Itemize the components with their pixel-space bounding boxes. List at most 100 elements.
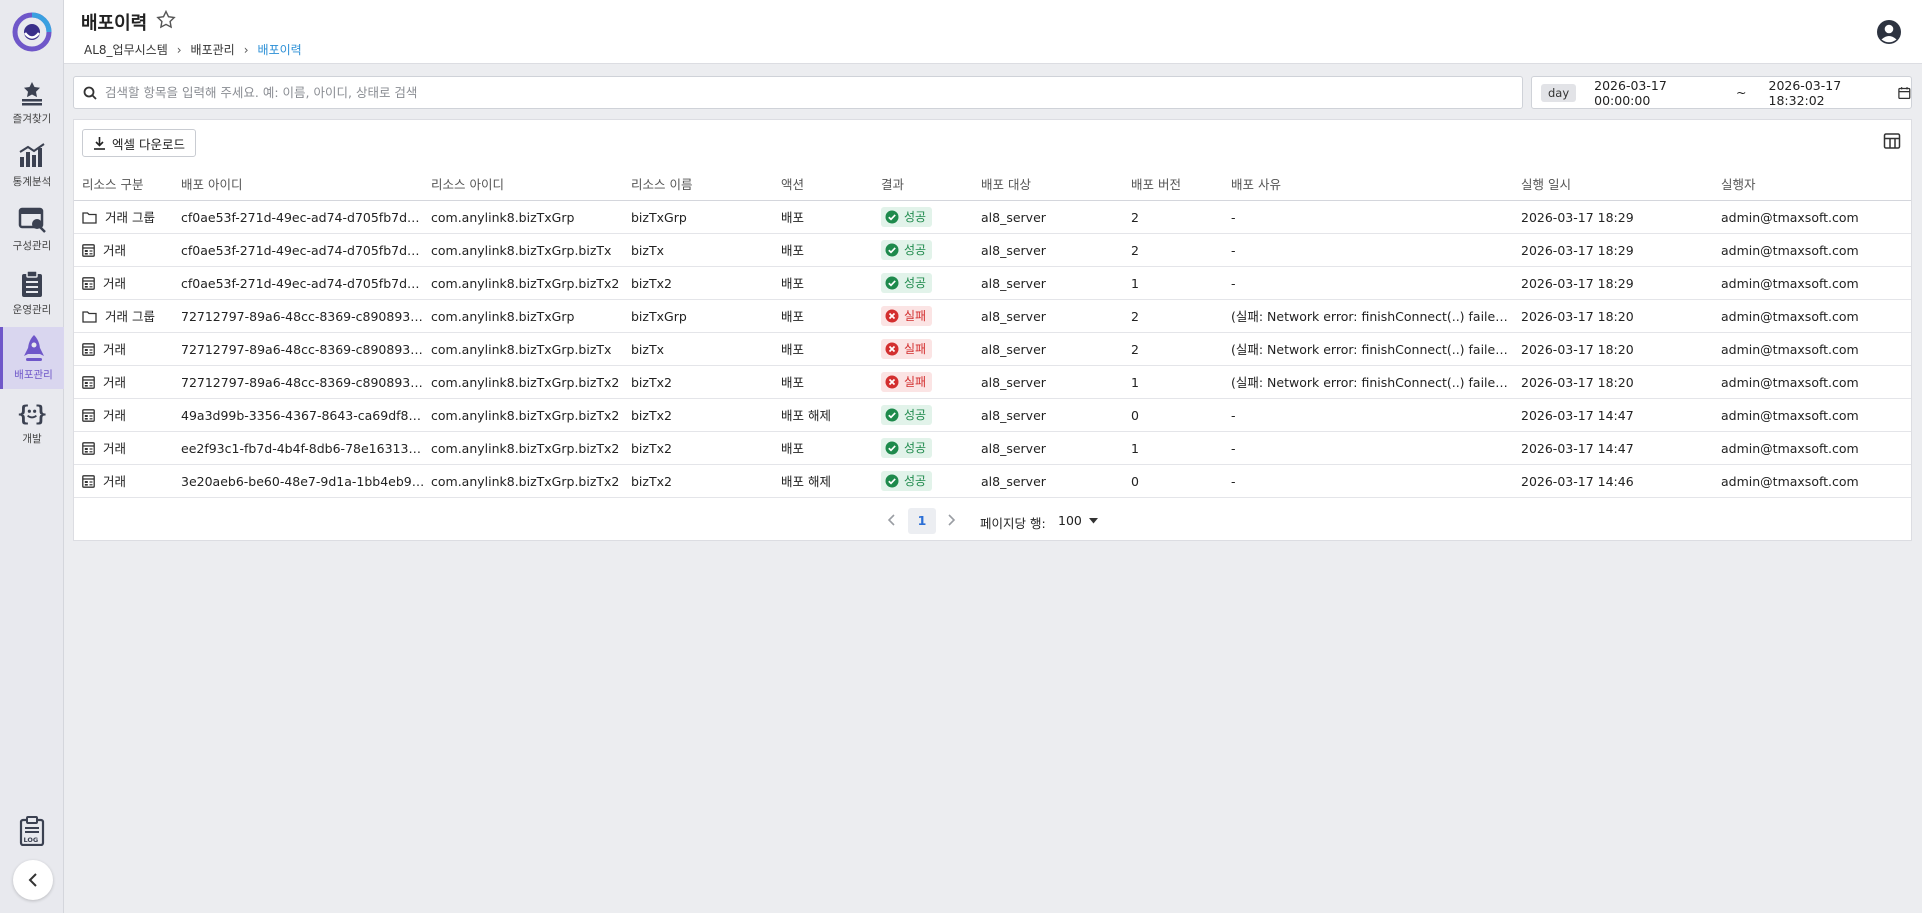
favorite-star-icon[interactable] — [156, 10, 176, 30]
check-circle-icon — [885, 276, 899, 290]
prev-page-icon[interactable] — [885, 513, 899, 527]
table-row[interactable]: 거래 49a3d99b-3356-4367-8643-ca69df8cd390 co… — [74, 399, 1911, 432]
table-row[interactable]: 거래 그룹 72712797-89a6-48cc-8369-c89089343b2… — [74, 300, 1911, 333]
target-cell: al8_server — [981, 375, 1046, 390]
target-cell: al8_server — [981, 309, 1046, 324]
target-cell: al8_server — [981, 441, 1046, 456]
result-text: 성공 — [904, 408, 927, 422]
date-unit-toggle[interactable]: day — [1541, 83, 1577, 102]
resource-name-cell: bizTx2 — [631, 276, 672, 291]
resource-name-cell: bizTxGrp — [631, 309, 687, 324]
result-badge: 성공 — [881, 471, 933, 491]
column-header[interactable]: 리소스 구분 — [82, 177, 144, 192]
target-cell: al8_server — [981, 243, 1046, 258]
column-header[interactable]: 배포 사유 — [1231, 177, 1281, 192]
sidebar-item-stats[interactable]: 통계분석 — [0, 134, 64, 196]
target-cell: al8_server — [981, 342, 1046, 357]
column-settings-icon[interactable] — [1883, 132, 1901, 150]
user-account-icon[interactable] — [1876, 19, 1902, 45]
table-row[interactable]: 거래 cf0ae53f-271d-49ec-ad74-d705fb7dd1a1 co… — [74, 234, 1911, 267]
date-from[interactable]: 2026-03-17 00:00:00 — [1594, 77, 1667, 108]
sidebar-item-config[interactable]: 구성관리 — [0, 198, 64, 260]
download-icon — [94, 137, 105, 150]
app-logo-icon[interactable] — [12, 12, 52, 52]
action-cell: 배포 해제 — [781, 408, 831, 423]
table-row[interactable]: 거래 그룹 cf0ae53f-271d-49ec-ad74-d705fb7dd1a… — [74, 201, 1911, 234]
column-header[interactable]: 배포 버전 — [1131, 177, 1181, 192]
column-header[interactable]: 결과 — [881, 177, 905, 192]
table-header-row: 리소스 구분 배포 아이디 리소스 아이디 리소스 이름 액션 결과 배포 대상… — [74, 168, 1911, 201]
result-badge: 실패 — [881, 339, 933, 359]
resource-type-text: 거래 — [103, 276, 127, 291]
resource-type-text: 거래 그룹 — [105, 210, 155, 225]
column-header[interactable]: 배포 아이디 — [181, 177, 243, 192]
deploy-id-cell: cf0ae53f-271d-49ec-ad74-d705fb7dd1a1 — [181, 210, 426, 225]
error-circle-icon — [885, 342, 899, 356]
target-cell: al8_server — [981, 408, 1046, 423]
deploy-id-cell: 3e20aeb6-be60-48e7-9d1a-1bb4eb942a7c — [181, 474, 426, 489]
result-text: 실패 — [904, 309, 927, 323]
resource-name-cell: bizTx2 — [631, 375, 672, 390]
chevron-right-icon: › — [243, 42, 249, 57]
version-cell: 2 — [1131, 243, 1139, 258]
column-header[interactable]: 실행 일시 — [1521, 177, 1571, 192]
sidebar-collapse-button[interactable] — [13, 860, 53, 900]
version-cell: 2 — [1131, 210, 1139, 225]
breadcrumb-item[interactable]: AL8_업무시스템 — [84, 43, 168, 57]
reason-cell: (실패: Network error: finishConnect(..) fa… — [1231, 309, 1514, 324]
user-cell: admin@tmaxsoft.com — [1721, 276, 1859, 291]
excel-download-label: 엑셀 다운로드 — [112, 136, 185, 152]
column-header[interactable]: 배포 대상 — [981, 177, 1031, 192]
deploy-id-cell: 72712797-89a6-48cc-8369-c89089343b24 — [181, 309, 426, 324]
breadcrumb-current: 배포이력 — [257, 43, 302, 57]
column-header[interactable]: 리소스 이름 — [631, 177, 693, 192]
dev-braces-icon: {} — [17, 398, 47, 428]
reason-cell: (실패: Network error: finishConnect(..) fa… — [1231, 342, 1514, 357]
column-header[interactable]: 실행자 — [1721, 177, 1756, 192]
target-cell: al8_server — [981, 474, 1046, 489]
date-to[interactable]: 2026-03-17 18:32:02 — [1768, 77, 1842, 108]
result-badge: 실패 — [881, 306, 933, 326]
column-header[interactable]: 리소스 아이디 — [431, 177, 504, 192]
version-cell: 2 — [1131, 342, 1139, 357]
result-text: 성공 — [904, 210, 927, 224]
next-page-icon[interactable] — [944, 513, 958, 527]
page-number-button[interactable]: 1 — [908, 508, 936, 534]
star-list-icon — [17, 78, 47, 108]
resource-id-cell: com.anylink8.bizTxGrp.bizTx — [431, 342, 612, 357]
version-cell: 0 — [1131, 474, 1139, 489]
caret-down-icon — [1088, 517, 1098, 523]
resource-type-text: 거래 — [103, 375, 127, 390]
calendar-icon[interactable] — [1898, 86, 1911, 100]
deploy-id-cell: cf0ae53f-271d-49ec-ad74-d705fb7dd1a1 — [181, 243, 426, 258]
sidebar-item-dev[interactable]: {} 개발 — [0, 391, 64, 453]
sidebar-item-favorites[interactable]: 즐겨찾기 — [0, 71, 64, 133]
action-cell: 배포 — [781, 441, 805, 456]
rows-per-page-select[interactable]: 100 — [1058, 513, 1098, 528]
column-header[interactable]: 액션 — [781, 177, 805, 192]
result-text: 성공 — [904, 276, 927, 290]
log-icon[interactable]: LOG — [19, 816, 45, 846]
sidebar-item-deploy[interactable]: 배포관리 — [0, 327, 64, 389]
result-badge: 성공 — [881, 405, 933, 425]
time-cell: 2026-03-17 18:20 — [1521, 309, 1634, 324]
version-cell: 1 — [1131, 276, 1139, 291]
sidebar-item-operation[interactable]: 운영관리 — [0, 262, 64, 324]
table-row[interactable]: 거래 cf0ae53f-271d-49ec-ad74-d705fb7dd1a1 co… — [74, 267, 1911, 300]
excel-download-button[interactable]: 엑셀 다운로드 — [82, 129, 196, 157]
config-icon — [17, 205, 47, 235]
table-row[interactable]: 거래 ee2f93c1-fb7d-4b4f-8db6-78e163138105 co… — [74, 432, 1911, 465]
resource-type-cell: 거래 그룹 — [82, 201, 177, 234]
table-row[interactable]: 거래 3e20aeb6-be60-48e7-9d1a-1bb4eb942a7c co… — [74, 465, 1911, 498]
transaction-icon — [82, 376, 95, 389]
result-cell: 실패 — [881, 333, 977, 366]
table-row[interactable]: 거래 72712797-89a6-48cc-8369-c89089343b24 co… — [74, 366, 1911, 399]
result-cell: 실패 — [881, 300, 977, 333]
result-cell: 성공 — [881, 234, 977, 267]
resource-id-cell: com.anylink8.bizTxGrp.bizTx2 — [431, 276, 620, 291]
search-input[interactable] — [105, 85, 1522, 100]
breadcrumb-item[interactable]: 배포관리 — [190, 43, 235, 57]
table-row[interactable]: 거래 72712797-89a6-48cc-8369-c89089343b24 co… — [74, 333, 1911, 366]
resource-name-cell: bizTx — [631, 243, 665, 258]
check-circle-icon — [885, 441, 899, 455]
